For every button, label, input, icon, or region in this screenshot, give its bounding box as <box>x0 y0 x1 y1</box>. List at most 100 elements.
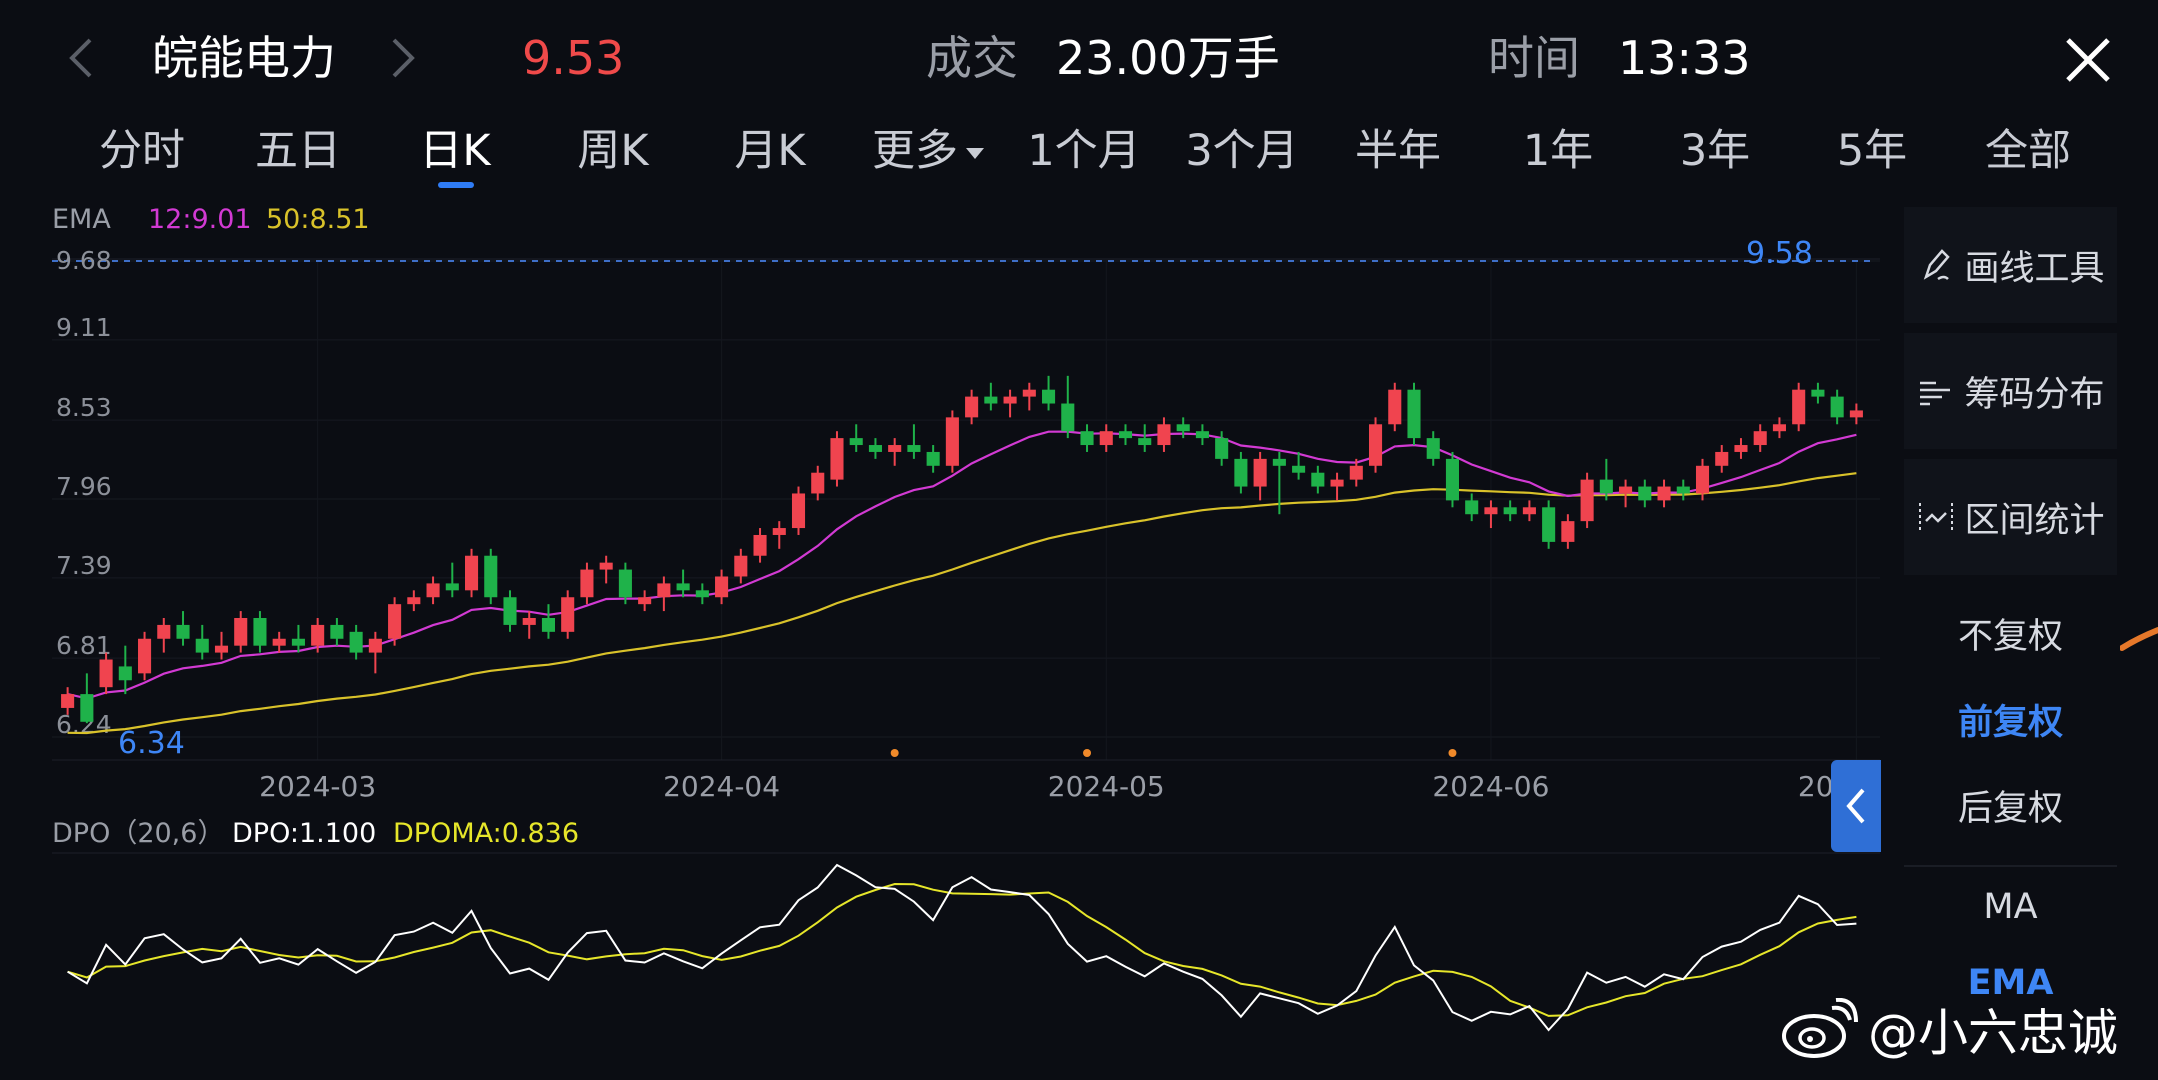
candle-body <box>1503 507 1517 515</box>
candle-body <box>580 569 594 598</box>
candle-body <box>1234 458 1248 487</box>
candle-body <box>734 555 748 577</box>
candle-body <box>1349 465 1363 480</box>
close-icon[interactable] <box>2062 34 2114 86</box>
candle-body <box>1099 431 1113 446</box>
quote-header: 皖能电力 9.53 成交 23.00万手 时间 13:33 <box>0 0 2158 120</box>
candle-body <box>965 396 979 418</box>
candle-body <box>1561 521 1575 542</box>
weibo-logo-icon <box>1782 998 1858 1058</box>
event-markers <box>890 749 1457 757</box>
ema12-legend: 12:9.01 <box>148 204 252 235</box>
side-panel: 画线工具 筹码分布 区间统计 不复权 前复权 后复权 MA EMA <box>1904 205 2117 1065</box>
stock-name[interactable]: 皖能电力 <box>152 31 336 85</box>
tab-half-year[interactable]: 半年 <box>1355 126 1441 176</box>
candle-body <box>1426 438 1440 459</box>
annotation-stroke <box>2120 627 2158 651</box>
collapse-panel-button[interactable] <box>1831 760 1881 852</box>
candle-body <box>61 694 75 708</box>
candle-body <box>1830 396 1844 418</box>
tab-all[interactable]: 全部 <box>1985 126 2071 176</box>
chevron-right-icon[interactable] <box>378 34 426 82</box>
ma-option[interactable]: MA <box>1904 865 2117 947</box>
tab-5-year[interactable]: 5年 <box>1836 126 1908 176</box>
candle-body <box>1042 389 1056 404</box>
candle-body <box>1061 403 1075 432</box>
dpo-value: DPO:1.100 <box>232 818 376 849</box>
tab-1-year[interactable]: 1年 <box>1522 126 1594 176</box>
dpo-lines <box>67 863 1857 1032</box>
tab-monthly-k[interactable]: 月K <box>734 126 806 176</box>
tab-3-month[interactable]: 3个月 <box>1185 126 1299 176</box>
candle-body <box>676 583 690 591</box>
candle-body <box>1811 389 1825 397</box>
tab-1-month[interactable]: 1个月 <box>1027 126 1141 176</box>
candle-body <box>1157 424 1171 446</box>
candle-body <box>715 576 729 598</box>
event-marker-dot <box>1448 749 1457 757</box>
caret-down-icon <box>966 148 984 159</box>
candle-body <box>1580 479 1594 522</box>
candle-body <box>1465 500 1479 515</box>
candle-body <box>253 618 267 646</box>
candle-body <box>1407 389 1421 439</box>
draw-tools-button[interactable]: 画线工具 <box>1904 205 2117 323</box>
candle-body <box>695 590 709 598</box>
ema12-line <box>67 430 1857 700</box>
weibo-watermark: @小六忠诚 <box>1780 994 2118 1064</box>
no-adjust-option[interactable]: 不复权 <box>1957 616 2063 657</box>
candle-body <box>118 666 132 681</box>
candle-body <box>791 493 806 529</box>
candle-body <box>1638 486 1652 501</box>
candle-body <box>1138 438 1152 446</box>
candle-body <box>1445 458 1460 501</box>
forward-adjust-option[interactable]: 前复权 <box>1957 702 2063 743</box>
tab-daily-k[interactable]: 日K <box>419 126 491 176</box>
candle-body <box>772 528 786 535</box>
candle-body <box>138 638 152 674</box>
candle-body <box>849 438 863 446</box>
date-tick-label: 2024-05 <box>1048 770 1165 803</box>
range-stats-button[interactable]: 区间统计 <box>1904 457 2117 575</box>
candle-body <box>1368 424 1383 466</box>
tab-more[interactable]: 更多 <box>868 118 988 188</box>
tab-intraday[interactable]: 分时 <box>99 126 185 176</box>
candle-body <box>99 659 113 688</box>
ema50-legend: 50:8.51 <box>266 204 370 235</box>
kline-chart[interactable]: EMA 12:9.01 50:8.51 9.68 9.11 8.53 7.96 7.39… <box>0 195 1880 1055</box>
candle-body <box>1253 458 1267 487</box>
candle-body <box>1484 507 1498 515</box>
price-tick-label: 8.53 <box>56 393 112 422</box>
tab-weekly-k[interactable]: 周K <box>577 126 649 176</box>
date-tick-label: 2024-06 <box>1432 770 1549 803</box>
candle-body <box>830 438 844 480</box>
pencil-icon <box>1924 249 1951 281</box>
candle-body <box>926 451 940 466</box>
candle-body <box>1388 389 1402 425</box>
candle-body <box>176 624 190 639</box>
candle-body <box>1022 389 1036 397</box>
candle-body <box>368 638 382 653</box>
price-axis: 9.689.118.537.967.396.816.24 <box>56 246 112 739</box>
draw-tools-label: 画线工具 <box>1964 248 2105 289</box>
candle-body <box>1657 486 1671 501</box>
tab-3-year[interactable]: 3年 <box>1679 126 1751 176</box>
candle-body <box>426 583 440 598</box>
date-tick-label: 2024-03 <box>259 770 376 803</box>
event-marker-dot <box>890 749 899 757</box>
candle-body <box>195 638 209 653</box>
candle-body <box>1195 431 1209 439</box>
candles <box>61 375 1863 724</box>
price-tick-label: 6.81 <box>56 631 112 660</box>
tab-five-day[interactable]: 五日 <box>255 126 341 176</box>
backward-adjust-option[interactable]: 后复权 <box>1957 788 2063 829</box>
candle-body <box>272 638 286 646</box>
candle-body <box>388 604 402 639</box>
ema-option[interactable]: EMA <box>1967 963 2054 1003</box>
active-tab-indicator <box>438 182 474 188</box>
chip-distribution-button[interactable]: 筹码分布 <box>1904 331 2117 449</box>
candle-body <box>1849 410 1863 418</box>
chevron-left-icon[interactable] <box>58 34 106 82</box>
candle-body <box>1330 479 1344 487</box>
